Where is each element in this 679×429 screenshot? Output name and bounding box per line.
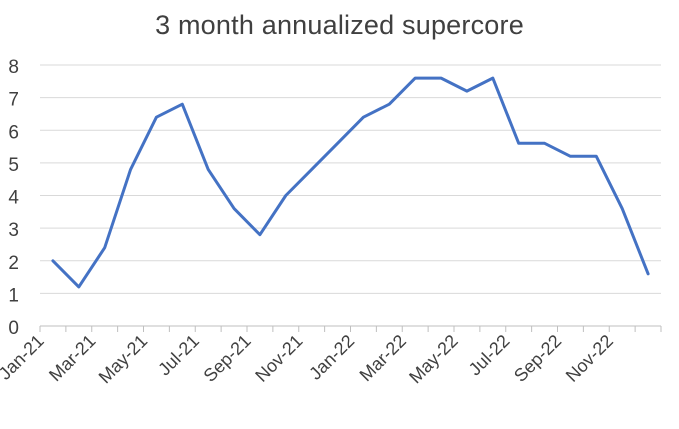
gridlines [40, 64, 661, 294]
data-point [233, 207, 236, 210]
data-point [103, 246, 106, 249]
x-tick-label: Sep-21 [200, 331, 255, 386]
data-point [207, 168, 210, 171]
data-point [336, 142, 339, 145]
axes [39, 325, 662, 332]
x-tick-label: Nov-22 [562, 331, 617, 386]
y-tick-label: 0 [8, 318, 19, 339]
x-tick-label: Nov-21 [251, 331, 306, 386]
y-tick-label: 6 [8, 122, 19, 143]
x-tick-label: Jul-22 [465, 331, 514, 380]
data-point [284, 194, 287, 197]
data-point [569, 155, 572, 158]
series-line-0 [51, 76, 650, 289]
data-point [258, 233, 261, 236]
data-point [440, 77, 443, 80]
series-layer [51, 76, 650, 289]
y-tick-label: 5 [8, 155, 19, 176]
data-point [310, 168, 313, 171]
data-point [647, 272, 650, 275]
data-point [465, 90, 468, 93]
data-point [414, 77, 417, 80]
data-point [362, 116, 365, 119]
data-point [543, 142, 546, 145]
data-point [181, 103, 184, 106]
data-point [491, 77, 494, 80]
chart-title: 3 month annualized supercore [155, 10, 524, 40]
data-point [595, 155, 598, 158]
x-tick-label: Sep-22 [510, 331, 565, 386]
data-point [51, 259, 54, 262]
data-point [155, 116, 158, 119]
x-tick-label: May-21 [95, 331, 152, 388]
data-point [621, 207, 624, 210]
x-tick-label: Mar-22 [356, 331, 410, 385]
data-point [77, 285, 80, 288]
x-tick-label: May-22 [405, 331, 462, 388]
x-tick-label: Mar-21 [45, 331, 99, 385]
data-point [129, 168, 132, 171]
y-tick-label: 1 [8, 285, 19, 306]
x-tick-label: Jul-21 [154, 331, 203, 380]
x-tick-label: Jan-22 [305, 331, 358, 384]
y-tick-label: 3 [8, 220, 19, 241]
x-tick-label: Jan-21 [0, 331, 48, 384]
y-tick-label: 7 [8, 90, 19, 111]
data-point [388, 103, 391, 106]
y-tick-label: 8 [8, 57, 19, 78]
y-tick-label: 2 [8, 253, 19, 274]
y-tick-label: 4 [8, 188, 19, 209]
data-point [517, 142, 520, 145]
